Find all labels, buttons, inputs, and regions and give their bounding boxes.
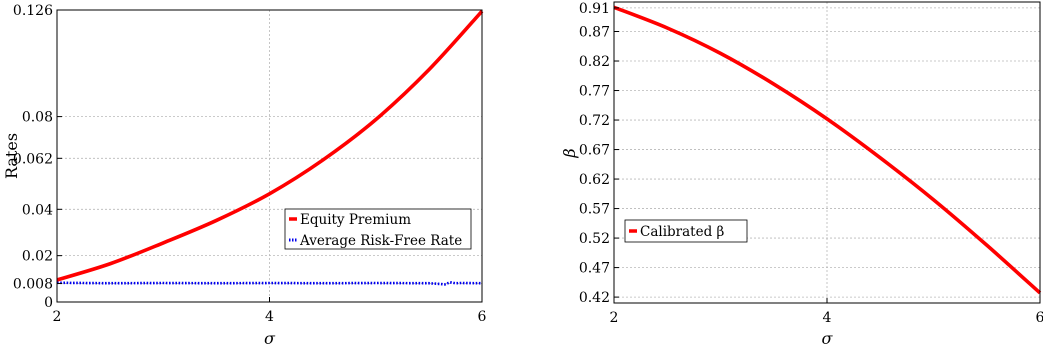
right-x-tick-label: 4 (823, 310, 832, 326)
left-y-tick-label: 0.04 (22, 202, 53, 218)
right-legend-box (624, 219, 748, 243)
left-legend-label-equity: Equity Premium (300, 212, 411, 228)
left-y-axis-label: Rates (2, 133, 21, 179)
right-x-tick-label: 2 (610, 310, 619, 326)
right-y-tick-label: 0.87 (579, 25, 610, 41)
right-grid (613, 2, 1041, 303)
left-y-tick-label: 0.062 (13, 151, 53, 167)
left-y-tick-label: 0.08 (22, 110, 53, 126)
left-ticks: 0 0.008 0.02 0.04 0.062 0.08 0.126 2 4 6 (13, 3, 487, 325)
right-series-line-0 (613, 5, 1042, 295)
left-y-tick-label: 0 (44, 295, 53, 311)
right-series (613, 5, 1042, 295)
left-legend: Equity Premium Average Risk-Free Rate (284, 208, 472, 250)
left-y-tick-label: 0.02 (22, 249, 53, 265)
right-y-tick-label: 0.91 (579, 1, 610, 17)
left-series (56, 9, 484, 286)
right-y-tick-label: 0.52 (579, 231, 610, 247)
right-x-axis-label: σ (822, 329, 834, 348)
left-x-tick-label: 2 (53, 309, 62, 325)
right-legend-label-beta: Calibrated β (640, 224, 725, 240)
right-chart: 0.42 0.47 0.52 0.57 0.62 0.67 0.72 0.77 0.82 0.87… (560, 1, 1043, 348)
right-y-tick-label: 0.82 (579, 54, 610, 70)
right-y-axis-label: β (560, 148, 579, 158)
left-x-tick-label: 6 (478, 309, 487, 325)
right-y-tick-label: 0.42 (579, 290, 610, 306)
left-legend-box (284, 208, 472, 250)
left-y-tick-label: 0.008 (13, 276, 53, 292)
right-y-tick-label: 0.72 (579, 113, 610, 129)
left-legend-label-riskfree: Average Risk-Free Rate (299, 233, 462, 249)
left-series-line-1 (56, 281, 483, 286)
left-x-tick-label: 4 (265, 309, 274, 325)
left-y-tick-label: 0.126 (13, 3, 53, 19)
left-x-axis-label: σ (264, 329, 276, 348)
right-y-tick-label: 0.62 (579, 172, 610, 188)
left-series-line-0 (56, 9, 484, 282)
right-y-tick-label: 0.47 (579, 261, 610, 277)
right-y-tick-label: 0.57 (579, 202, 610, 218)
right-y-tick-label: 0.67 (579, 143, 610, 159)
right-y-tick-label: 0.77 (579, 84, 610, 100)
right-ticks: 0.42 0.47 0.52 0.57 0.62 0.67 0.72 0.77 0.82 0.87… (579, 1, 1043, 326)
right-legend: Calibrated β (624, 219, 748, 243)
right-x-tick-label: 6 (1036, 310, 1043, 326)
